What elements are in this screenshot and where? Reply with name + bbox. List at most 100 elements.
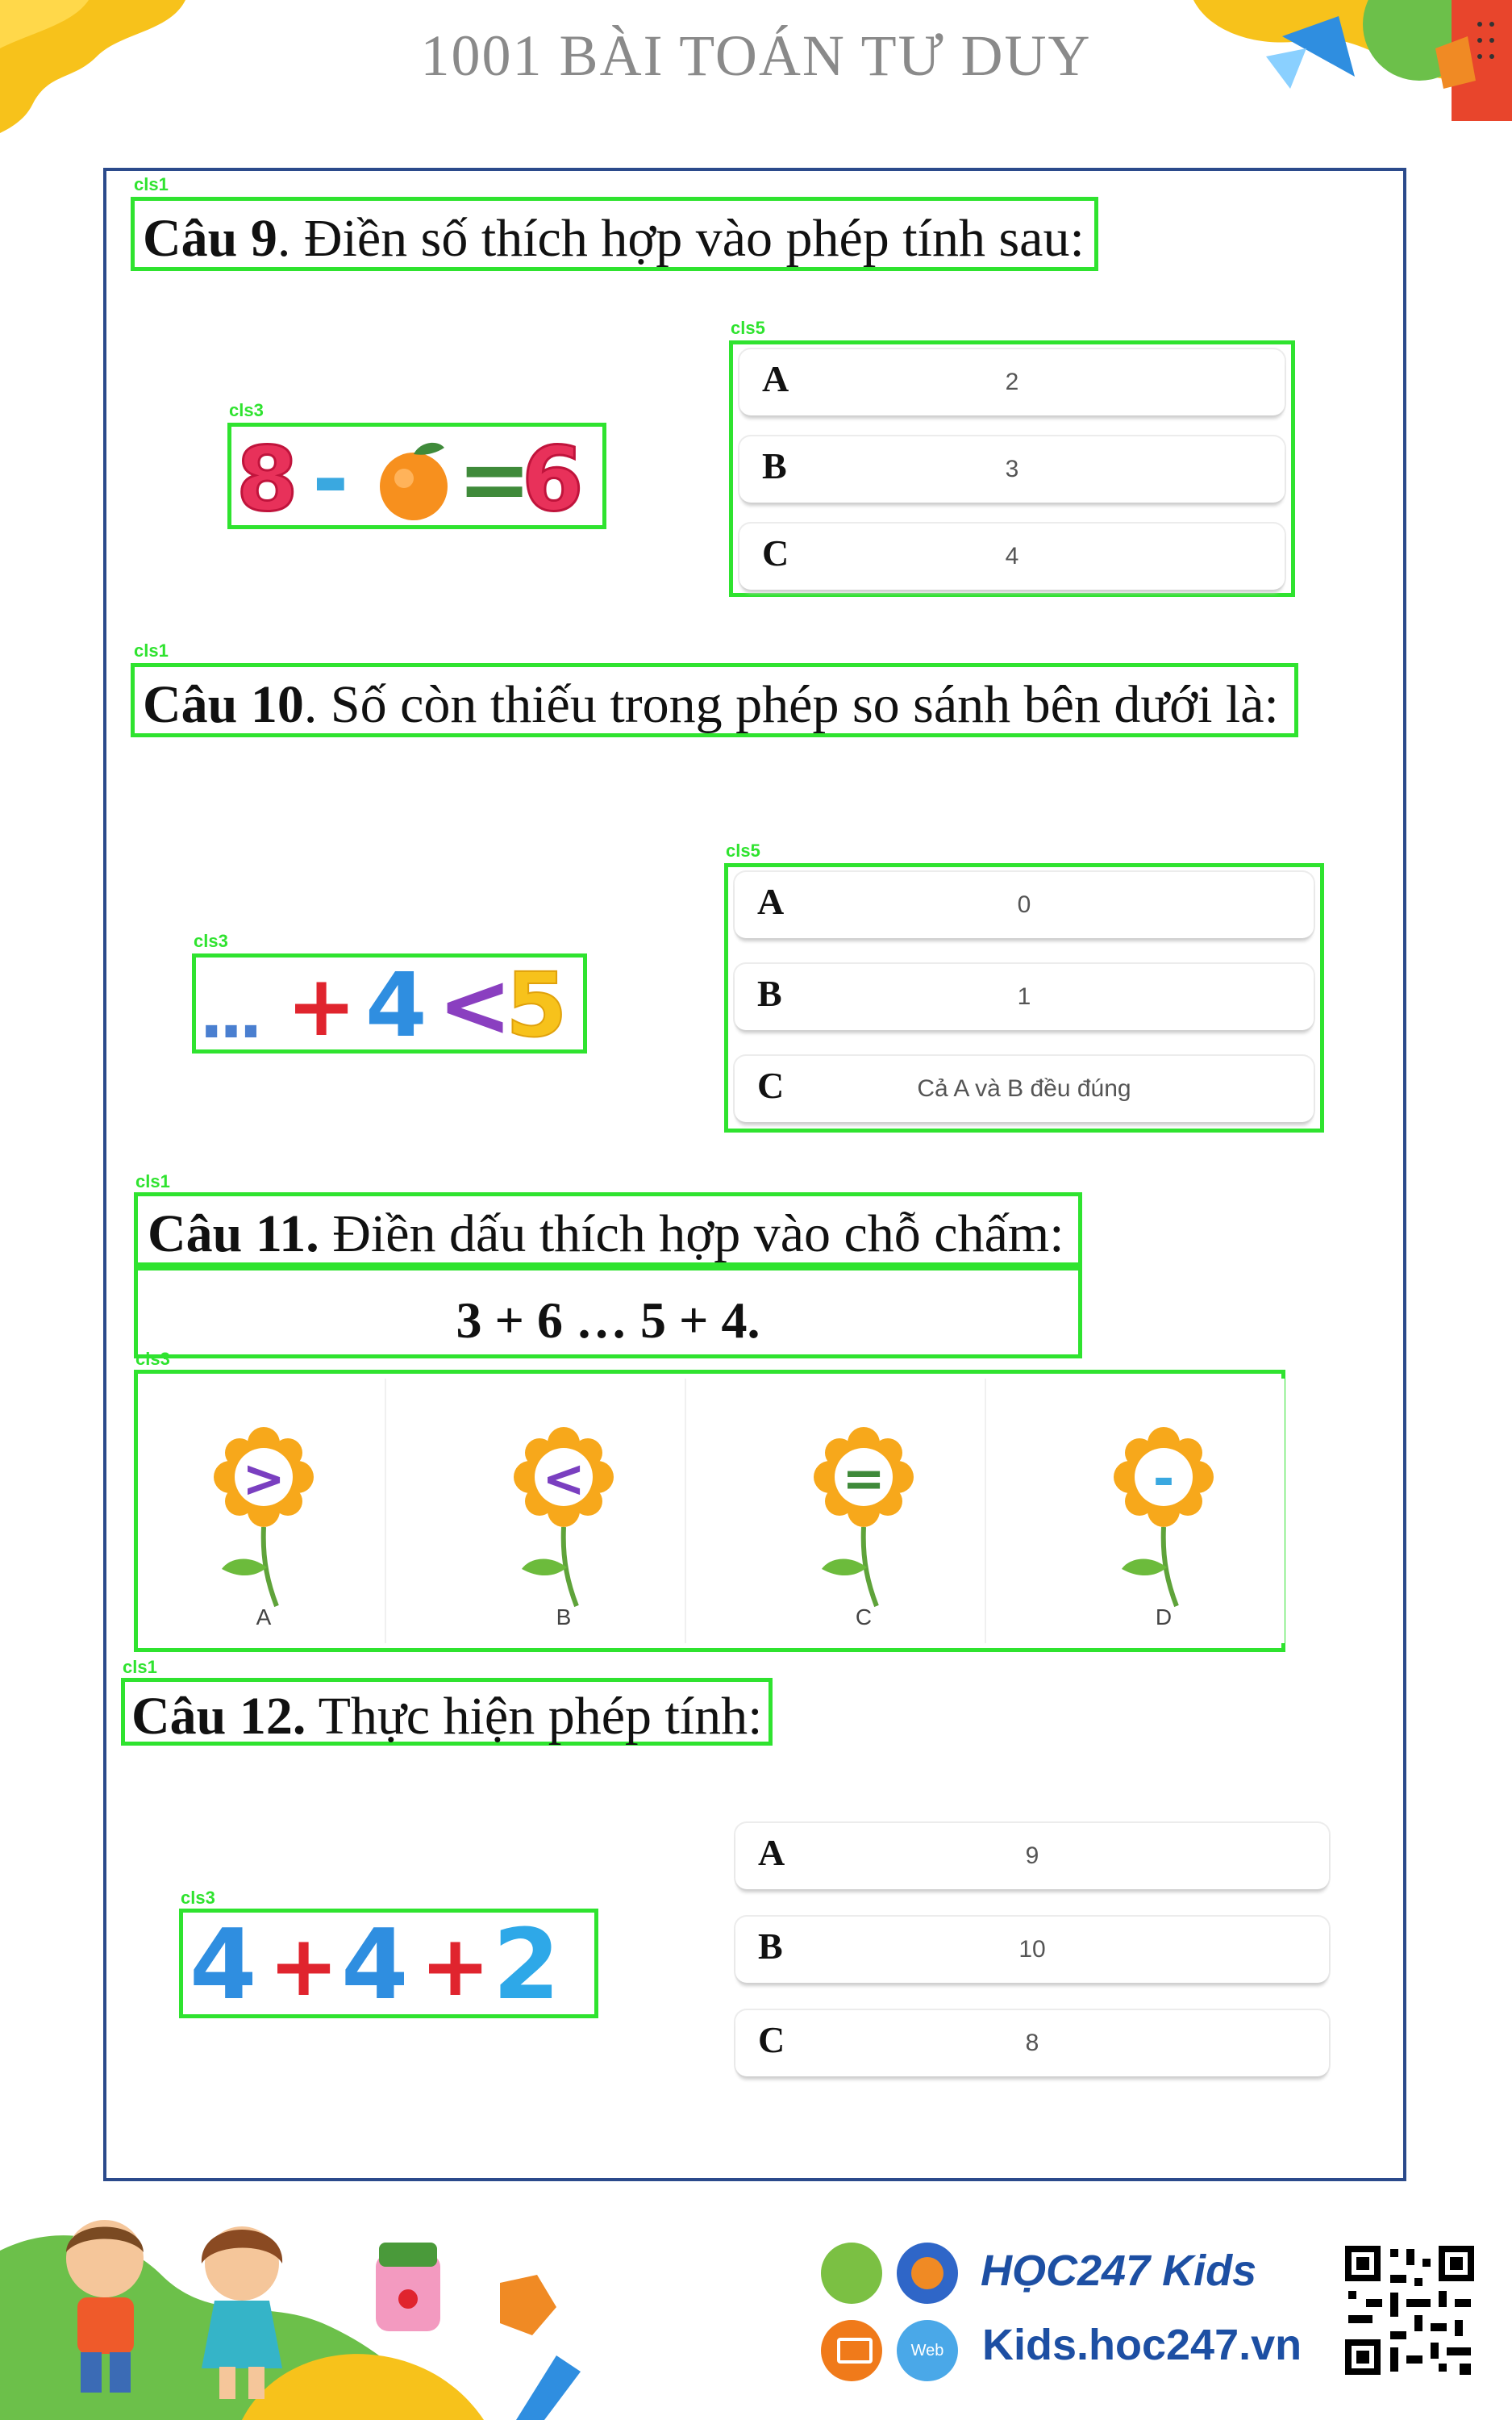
content-frame — [103, 168, 1406, 2181]
option-value: 8 — [1025, 2030, 1039, 2056]
orange-icon — [380, 442, 448, 520]
option-label: C — [855, 1604, 873, 1629]
question-12-expression: 4 + 4 + 2 — [179, 1909, 598, 2018]
option-value: 4 — [1005, 543, 1019, 570]
pentagon-icon — [500, 2275, 556, 2335]
detection-tag: cls5 — [726, 841, 760, 861]
digit-two: 2 — [493, 1909, 560, 2022]
question-10-text: Câu 10. Số còn thiếu trong phép so sánh … — [143, 678, 1279, 732]
question-12-box: Câu 12. Thực hiện phép tính: — [121, 1678, 773, 1746]
question-number: Câu 9 — [143, 209, 277, 268]
option-letter: C — [757, 1065, 785, 1106]
sunflower-icon: > — [214, 1427, 314, 1608]
question-prompt: Điền dấu thích hợp vào chỗ chấm: — [319, 1204, 1064, 1263]
option-value: 3 — [1005, 456, 1019, 482]
question-12-text: Câu 12. Thực hiện phép tính: — [131, 1690, 763, 1743]
digit-right: 6 — [521, 428, 585, 531]
digit-four: 4 — [365, 953, 427, 1057]
minus-sign: - — [312, 428, 349, 531]
question-9-expression: 8 - = 6 — [227, 423, 606, 529]
question-number: Câu 11. — [148, 1204, 319, 1263]
question-11-expression: 3 + 6 … 5 + 4. — [456, 1291, 760, 1349]
question-number: Câu 12. — [131, 1687, 306, 1746]
plus-sign: + — [269, 1917, 339, 2015]
option-letter: B — [758, 1926, 783, 1967]
symbol: = — [842, 1450, 885, 1509]
option-letter: A — [757, 881, 785, 922]
option-label: A — [256, 1604, 272, 1629]
brand-logo: HỌC247 Kids — [981, 2247, 1257, 2295]
sunflower-icon: < — [514, 1427, 614, 1608]
detection-tag: cls1 — [134, 174, 169, 194]
symbol: < — [542, 1450, 585, 1509]
less-than-sign: < — [438, 953, 513, 1057]
sunflower-option-a[interactable]: > A — [143, 1379, 386, 1643]
equals-sign: = — [457, 428, 532, 531]
detection-tag: cls3 — [229, 400, 264, 420]
digit-four: 4 — [190, 1909, 257, 2022]
option-label: D — [1155, 1604, 1173, 1629]
option-value: Cả A và B đều đúng — [917, 1075, 1131, 1102]
backpack-icon — [376, 2243, 440, 2331]
digit-five: 5 — [505, 953, 569, 1057]
detection-tag: cls3 — [181, 1888, 215, 1908]
detection-tag: cls1 — [135, 1171, 170, 1191]
missing-dots: ... — [199, 978, 263, 1053]
plus-sign: + — [420, 1917, 491, 2015]
qr-code-icon[interactable] — [1342, 2243, 1477, 2378]
detection-tag: cls5 — [731, 318, 765, 338]
question-11-box: Câu 11. Điền dấu thích hợp vào chỗ chấm: — [134, 1192, 1082, 1266]
option-value: 10 — [1018, 1936, 1046, 1963]
sunflower-option-c[interactable]: = C — [743, 1379, 986, 1643]
question-prompt: . Điền số thích hợp vào phép tính sau: — [277, 209, 1085, 268]
pencil-icon — [516, 2355, 581, 2420]
option-value: 0 — [1017, 891, 1031, 918]
page-header-title: 1001 BÀI TOÁN TƯ DUY — [420, 23, 1092, 88]
question-prompt: . Số còn thiếu trong phép so sánh bên dư… — [303, 675, 1279, 734]
symbol: - — [1153, 1450, 1175, 1509]
desktop-icon[interactable] — [821, 2320, 882, 2381]
question-prompt: Thực hiện phép tính: — [306, 1687, 763, 1746]
sunflower-option-d[interactable]: - D — [1043, 1379, 1285, 1643]
top-left-decoration — [0, 0, 185, 133]
question-11-expression-box: 3 + 6 … 5 + 4. — [134, 1266, 1082, 1358]
digit-four: 4 — [341, 1909, 409, 2022]
question-11-text: Câu 11. Điền dấu thích hợp vào chỗ chấm: — [148, 1208, 1064, 1261]
kids-illustration — [0, 2220, 581, 2420]
option-c[interactable]: C Cả A và B đều đúng — [735, 1056, 1314, 1122]
web-icon[interactable]: Web — [897, 2320, 958, 2381]
option-b[interactable]: B 10 — [735, 1917, 1329, 1983]
girl-icon — [201, 2226, 283, 2399]
option-letter: A — [758, 1832, 785, 1873]
sunflower-option-b[interactable]: < B — [443, 1379, 686, 1643]
option-letter: B — [762, 445, 787, 486]
option-letter: A — [762, 358, 789, 399]
question-10-expression: ... + 4 < 5 — [192, 953, 587, 1054]
option-letter: C — [762, 532, 789, 574]
detection-tag: cls1 — [134, 640, 169, 661]
question-9-text: Câu 9. Điền số thích hợp vào phép tính s… — [143, 212, 1085, 265]
website-url[interactable]: Kids.hoc247.vn — [982, 2321, 1302, 2369]
question-11-options: > A < B = C - D — [134, 1370, 1285, 1652]
option-letter: B — [757, 973, 782, 1014]
option-value: 2 — [1005, 369, 1019, 395]
app-store-icon[interactable] — [821, 2243, 882, 2304]
detection-tag: cls3 — [135, 1349, 170, 1369]
option-value: 1 — [1017, 983, 1031, 1010]
boy-icon — [66, 2220, 144, 2393]
top-right-decoration — [1193, 0, 1512, 121]
detection-tag: cls1 — [123, 1657, 157, 1677]
question-10-box: Câu 10. Số còn thiếu trong phép so sánh … — [131, 663, 1298, 737]
sunflower-icon: = — [814, 1427, 914, 1608]
option-value: 9 — [1025, 1842, 1039, 1869]
